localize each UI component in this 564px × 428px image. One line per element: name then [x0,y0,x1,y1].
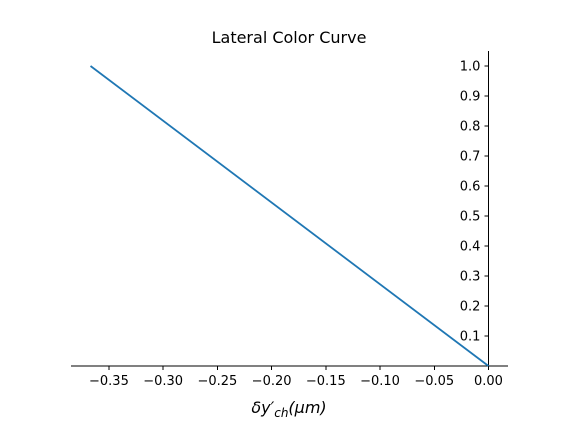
chart-title: Lateral Color Curve [212,28,367,47]
series-line [89,65,490,367]
x-tick-label: −0.30 [143,374,183,389]
y-tick-label: 0.8 [460,120,481,135]
y-axis-ticks: 0.1 0.2 0.3 0.4 0.5 0.6 0.7 0.8 0.9 1.0 [460,60,489,345]
y-tick-label: 0.9 [460,90,481,105]
x-tick-label: −0.35 [89,374,129,389]
y-tick-label: 0.7 [460,150,481,165]
x-axis-label: δy′ch(μm) [251,398,326,420]
series-lines [89,65,490,367]
x-axis-ticks: −0.35 −0.30 −0.25 −0.20 −0.15 −0.10 −0.05 0.00 [89,366,503,389]
x-tick-label: −0.20 [252,374,292,389]
y-tick-label: 0.4 [460,240,481,255]
x-tick-label: −0.15 [306,374,346,389]
y-tick-label: 0.1 [460,330,481,345]
x-tick-label: −0.05 [414,374,454,389]
y-tick-label: 0.5 [460,210,481,225]
y-tick-label: 1.0 [460,60,481,75]
x-tick-label: −0.25 [197,374,237,389]
axes [71,51,508,367]
x-tick-label: −0.10 [360,374,400,389]
x-tick-label: 0.00 [474,374,503,389]
y-tick-label: 0.2 [460,300,481,315]
y-tick-label: 0.6 [460,180,481,195]
y-tick-label: 0.3 [460,270,481,285]
